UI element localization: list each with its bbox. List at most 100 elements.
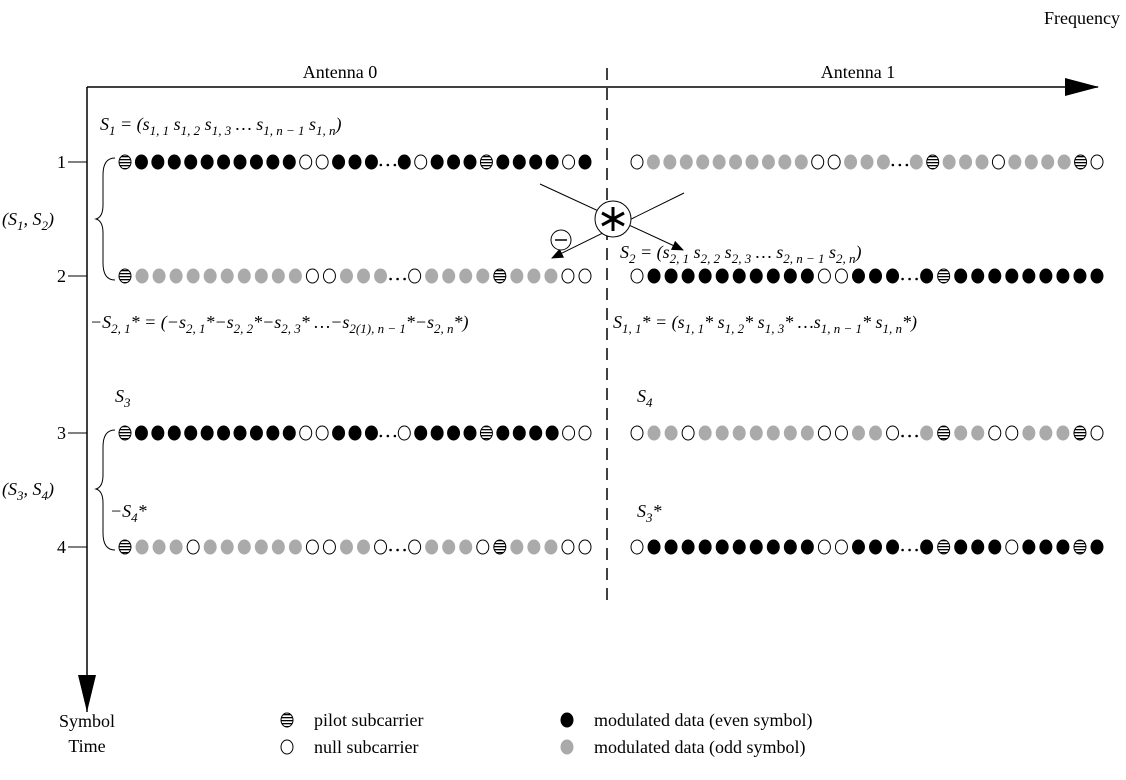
odd-data: [510, 268, 524, 284]
null-subcarrier: [1090, 154, 1104, 170]
even-data: [647, 539, 661, 555]
antenna-label: Antenna 0: [303, 62, 377, 82]
formula-text: * = (−s: [131, 312, 186, 333]
even-data: [332, 425, 346, 441]
formula-text: ): [47, 209, 54, 230]
even-data: [529, 425, 543, 441]
odd-data: [1039, 425, 1053, 441]
even-data: [698, 539, 712, 555]
even-data: [512, 425, 526, 441]
even-data: [463, 154, 477, 170]
null-subcarrier: [988, 425, 1002, 441]
null-subcarrier: [834, 268, 848, 284]
odd-data: [476, 268, 490, 284]
even-data: [886, 539, 900, 555]
odd-data: [794, 154, 808, 170]
odd-data: [544, 539, 558, 555]
even-data: [348, 425, 362, 441]
even-data: [233, 425, 247, 441]
formula-subscript: 2, 2: [701, 251, 721, 266]
null-subcarrier: [299, 425, 313, 441]
even-data: [496, 154, 510, 170]
formula-text: * …s: [784, 312, 821, 332]
ellipsis-dot: [891, 163, 895, 167]
even-data: [167, 154, 181, 170]
formula-text: S: [637, 501, 646, 521]
group-label: (S3, S4): [2, 479, 54, 503]
formula-text: −S: [110, 501, 131, 521]
even-data: [167, 425, 181, 441]
formula-subscript: 1, 1: [685, 321, 705, 336]
formula-subscript: 4: [131, 510, 138, 525]
even-data: [200, 425, 214, 441]
null-subcarrier: [1005, 539, 1019, 555]
ellipsis-dot: [386, 434, 390, 438]
formula: S3: [115, 386, 131, 410]
null-subcarrier: [827, 154, 841, 170]
even-data: [529, 154, 543, 170]
formula-text: s: [304, 114, 316, 134]
even-data: [766, 268, 780, 284]
even-data: [954, 539, 968, 555]
formula-subscript: 2, n: [836, 251, 856, 266]
pilot-subcarrier: [118, 539, 132, 555]
ellipsis-dot: [915, 548, 918, 552]
legend-label: modulated data (even symbol): [594, 710, 812, 731]
odd-data: [732, 425, 746, 441]
even-data: [1039, 268, 1053, 284]
null-subcarrier: [630, 268, 644, 284]
null-subcarrier: [561, 539, 575, 555]
formula: S3*: [637, 501, 662, 525]
odd-data: [663, 154, 677, 170]
formula-text: … s: [751, 242, 783, 262]
even-data: [749, 539, 763, 555]
odd-data: [971, 425, 985, 441]
formula-subscript: 1, 2: [181, 123, 201, 138]
even-data: [348, 154, 362, 170]
null-subcarrier: [322, 539, 336, 555]
even-data: [430, 425, 444, 441]
formula-text: * s: [862, 312, 883, 332]
odd-data: [135, 539, 149, 555]
null-subcarrier: [1090, 425, 1104, 441]
even-data: [151, 425, 165, 441]
null-subcarrier: [414, 154, 428, 170]
even-data: [1090, 268, 1104, 284]
even-data: [560, 712, 574, 728]
formula-text: s: [200, 114, 212, 134]
formula: S1 = (s1, 1 s1, 2 s1, 3 … s1, n − 1 s1, …: [100, 114, 342, 138]
odd-data: [254, 539, 268, 555]
even-data: [184, 154, 198, 170]
even-data: [233, 154, 247, 170]
odd-data: [527, 539, 541, 555]
even-data: [664, 268, 678, 284]
odd-data: [1022, 425, 1036, 441]
ellipsis-dot: [393, 163, 397, 167]
odd-data: [646, 154, 660, 170]
null-subcarrier: [630, 425, 644, 441]
odd-data: [696, 154, 710, 170]
formula-subscript: 3: [645, 510, 653, 525]
formula-text: *−s: [205, 312, 233, 332]
formula-subscript: 1, 3: [765, 321, 785, 336]
pilot-subcarrier: [118, 425, 132, 441]
formula-subscript: 2, 3: [281, 321, 301, 336]
odd-data: [942, 154, 956, 170]
null-subcarrier: [817, 268, 831, 284]
even-data: [1039, 539, 1053, 555]
pilot-subcarrier: [937, 425, 951, 441]
even-data: [800, 268, 814, 284]
formula-text: (S: [2, 479, 17, 500]
formula: S2 = (s2, 1 s2, 2 s2, 3 … s2, n − 1 s2, …: [620, 242, 862, 266]
formula-subscript: 1, n − 1: [263, 123, 304, 138]
odd-data: [186, 268, 200, 284]
pilot-subcarrier: [1073, 425, 1087, 441]
ellipsis-dot: [915, 434, 918, 438]
pilot-subcarrier: [937, 268, 951, 284]
formula: S1, 1* = (s1, 1* s1, 2* s1, 3* …s1, n − …: [613, 312, 917, 336]
odd-data: [169, 268, 183, 284]
null-subcarrier: [561, 268, 575, 284]
odd-data: [357, 539, 371, 555]
pilot-subcarrier: [1074, 154, 1088, 170]
ellipsis-dot: [403, 277, 406, 281]
